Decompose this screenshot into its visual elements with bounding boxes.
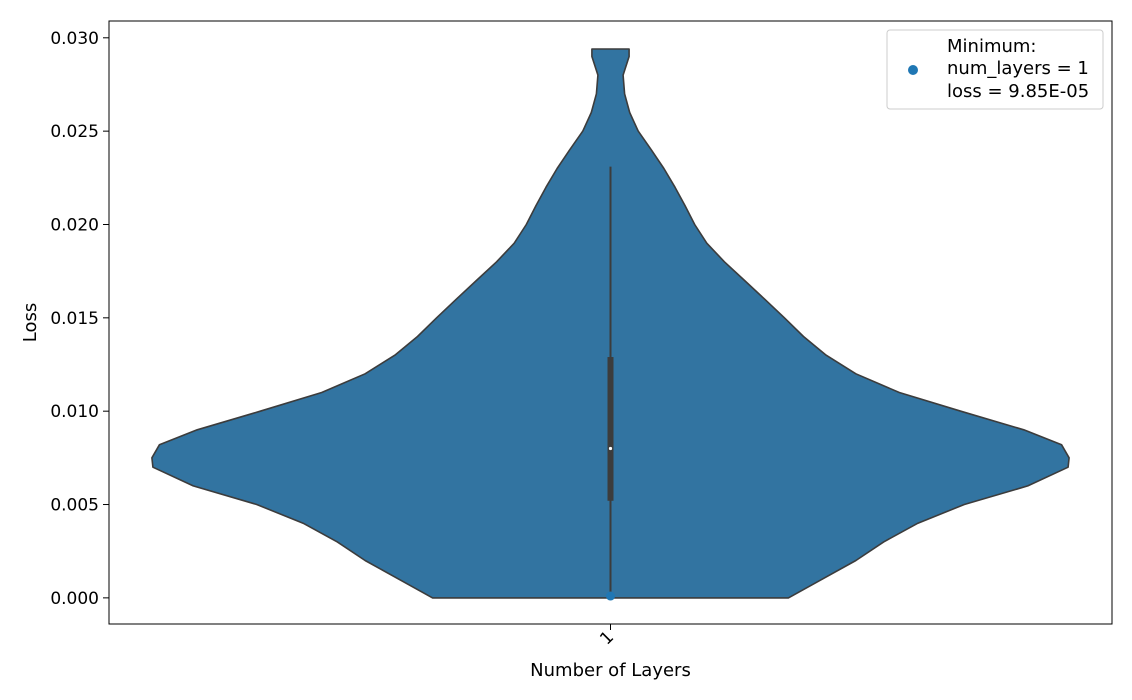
- legend-marker-minimum: [908, 65, 918, 75]
- y-tick-label: 0.000: [50, 589, 99, 609]
- plot-area: [151, 48, 1070, 601]
- y-tick-label: 0.030: [50, 29, 99, 49]
- x-axis-label: Number of Layers: [530, 660, 691, 681]
- legend-line-title: Minimum:: [947, 36, 1036, 57]
- legend-box: [886, 29, 1104, 110]
- y-tick-label: 0.010: [50, 402, 99, 422]
- y-tick-label: 0.020: [50, 215, 99, 235]
- violin-median-point: [608, 446, 613, 451]
- y-axis: 0.000 0.005 0.010 0.015 0.020 0.025 0.030: [50, 29, 109, 609]
- y-axis-label: Loss: [20, 303, 41, 342]
- legend-line-loss: loss = 9.85E-05: [947, 81, 1089, 102]
- minimum-point: [606, 591, 615, 601]
- violin-iqr-box: [607, 357, 614, 501]
- legend: Minimum: num_layers = 1 loss = 9.85E-05: [886, 29, 1104, 110]
- y-tick-label: 0.015: [50, 309, 99, 329]
- y-tick-label: 0.005: [50, 496, 99, 516]
- y-tick-label: 0.025: [50, 122, 99, 142]
- legend-line-num-layers: num_layers = 1: [947, 58, 1089, 79]
